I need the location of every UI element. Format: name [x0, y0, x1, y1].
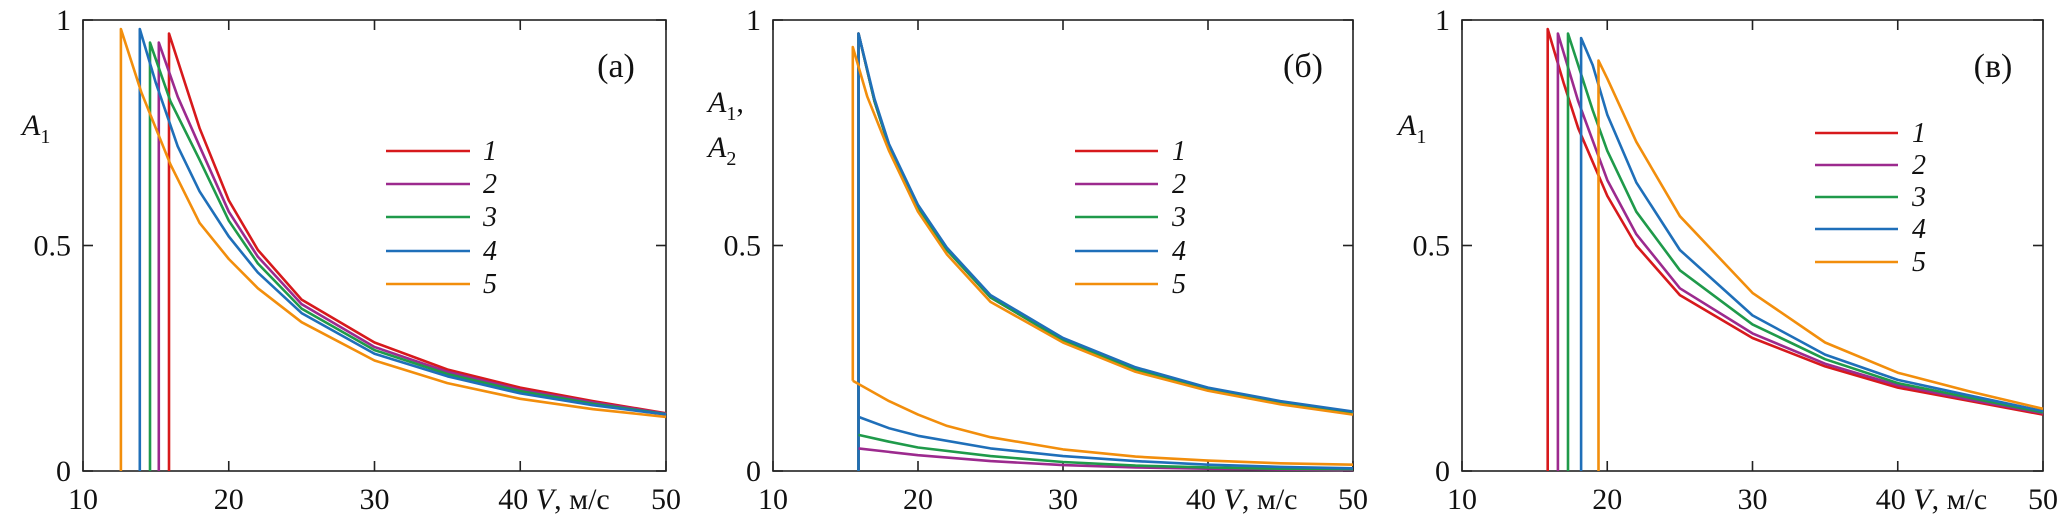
legend-label-4: 4: [1912, 214, 1926, 245]
series-line-2: [157, 41, 667, 471]
series-line-5: [852, 379, 1354, 466]
x-tick-label: 10: [68, 483, 98, 516]
series-line-4: [1579, 36, 2044, 471]
legend-label-3: 3: [1171, 202, 1186, 233]
x-tick-label: 50: [651, 483, 681, 516]
series-line-4: [857, 32, 1354, 471]
x-tick-label: 30: [1738, 483, 1768, 516]
legend-label-4: 4: [1172, 236, 1186, 267]
series-line-5: [851, 45, 1354, 416]
y-axis-title-2-var: A: [706, 131, 727, 164]
legend-label-5: 5: [483, 269, 497, 300]
x-tick-label: 50: [2028, 483, 2058, 516]
x-tick-label: 30: [360, 483, 390, 516]
y-tick-label: 0: [56, 455, 71, 488]
series-line-4: [858, 415, 1354, 470]
legend-label-5: 5: [1912, 247, 1926, 278]
x-tick-label: 50: [1338, 483, 1368, 516]
y-axis-title-var: A: [20, 109, 41, 142]
x-tick-label: 20: [1592, 483, 1622, 516]
legend-label-1: 1: [1172, 136, 1186, 167]
y-tick-label: 1: [1435, 4, 1450, 37]
y-axis-title-sub: 1: [726, 103, 736, 125]
y-tick-label: 1: [56, 4, 71, 37]
y-axis-title: A1: [1396, 109, 1426, 148]
y-tick-label: 0.5: [1413, 230, 1451, 263]
x-tick-label: 10: [1447, 483, 1477, 516]
legend-label-5: 5: [1172, 269, 1186, 300]
y-axis-title-sub: 1: [1416, 126, 1426, 148]
y-tick-label: 0: [1435, 455, 1450, 488]
y-axis-title-var: A: [1396, 109, 1417, 142]
x-tick-label: 20: [903, 483, 933, 516]
series-line-2: [1556, 32, 2044, 471]
y-axis-title-2-sub: 2: [726, 148, 736, 170]
legend-label-4: 4: [483, 236, 497, 267]
series-line-5: [119, 27, 667, 471]
y-axis-title: A1: [20, 109, 50, 148]
y-tick-label: 0.5: [34, 230, 72, 263]
y-axis-title-comma: ,: [736, 86, 744, 119]
series-line-3: [1566, 32, 2044, 471]
legend-label-1: 1: [1912, 118, 1926, 149]
legend-label-2: 2: [1912, 150, 1926, 181]
x-axis-title-var: V: [1224, 483, 1246, 516]
legend-label-3: 3: [482, 202, 497, 233]
x-tick-label: 10: [758, 483, 788, 516]
y-tick-label: 0.5: [724, 230, 762, 263]
x-tick-label: 40 V, м/с: [498, 483, 609, 516]
legend-label-2: 2: [483, 169, 497, 200]
x-axis-title-unit: , м/с: [1932, 483, 1988, 516]
y-axis-title-sub: 1: [40, 126, 50, 148]
plot-frame: [772, 19, 1354, 472]
y-axis-title-var: A: [706, 86, 727, 119]
panel-label: (а): [597, 48, 635, 85]
x-axis-title-unit: , м/с: [1242, 483, 1298, 516]
y-axis-title-2: A2: [706, 131, 736, 170]
series-line-4: [138, 27, 667, 471]
x-tick-label: 20: [214, 483, 244, 516]
y-tick-label: 0: [746, 455, 761, 488]
plot-frame: [1461, 19, 2044, 472]
x-tick-label: 40 V, м/с: [1876, 483, 1987, 516]
y-tick-label: 1: [746, 4, 761, 37]
x-axis-title-var: V: [536, 483, 558, 516]
series-line-1: [167, 32, 667, 471]
y-axis-title: A1,: [706, 86, 744, 125]
legend-label-3: 3: [1911, 182, 1926, 213]
x-tick-label: 40 V, м/с: [1186, 483, 1297, 516]
panel-label: (б): [1283, 48, 1323, 85]
series-line-1: [1546, 27, 2044, 471]
x-tick-label: 30: [1048, 483, 1078, 516]
series-line-3: [148, 41, 667, 471]
x-axis-title-var: V: [1913, 483, 1935, 516]
panel-label: (в): [1974, 48, 2013, 85]
series-line-5: [1597, 59, 2044, 471]
series-line-3: [858, 433, 1354, 471]
legend-label-1: 1: [483, 136, 497, 167]
legend-label-2: 2: [1172, 169, 1186, 200]
x-axis-title-unit: , м/с: [554, 483, 610, 516]
